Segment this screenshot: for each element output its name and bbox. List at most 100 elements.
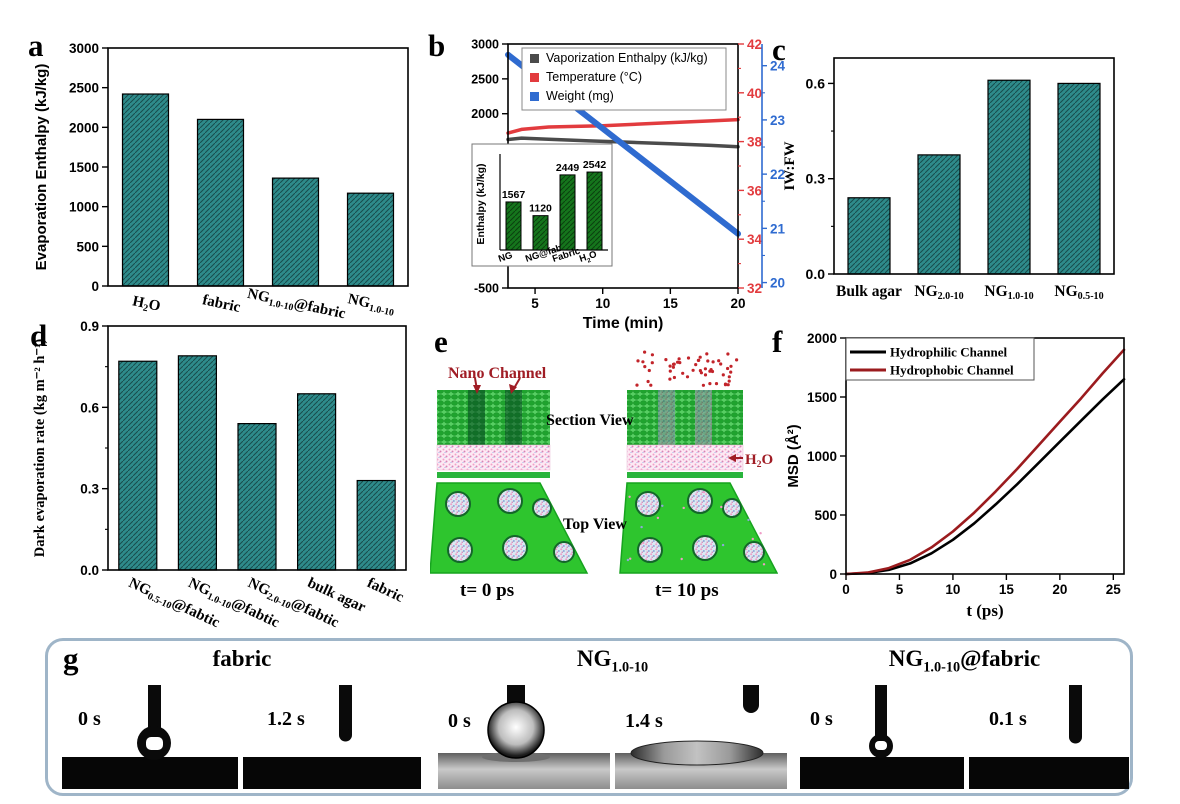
time-label: 1.4 s <box>625 710 663 732</box>
bar <box>987 79 1031 275</box>
g-section-fabric-title: fabric <box>212 646 272 671</box>
category-label: fabric <box>365 575 407 606</box>
inset-y-axis-label: Enthalpy (kJ/kg) <box>475 163 487 244</box>
bar <box>917 154 961 275</box>
panel-b-letter: b <box>428 28 446 63</box>
bar <box>196 118 245 287</box>
legend-marker <box>530 54 539 63</box>
y-tick-label: 0.3 <box>806 171 826 187</box>
x-tick-label: 10 <box>595 296 610 311</box>
y-tick-label: 2500 <box>69 81 99 96</box>
g-section-ng-fabric-title: NG1.0-10@fabric <box>888 646 1041 676</box>
contact-angle-photo-ng-1.4s: 1.4 s <box>615 685 787 789</box>
bar <box>297 393 337 571</box>
x-axis-label: t (ps) <box>966 601 1003 620</box>
category-label: Bulk agar <box>836 283 902 300</box>
x-tick-label: 15 <box>663 296 679 311</box>
inset-bar-value: 1567 <box>502 189 526 201</box>
bar <box>118 360 158 571</box>
contact-angle-photo-ng-0s: 0 s <box>438 685 610 789</box>
left-water-layer <box>436 444 551 471</box>
x-axis-label: Time (min) <box>583 315 664 332</box>
blue-tick-label: 24 <box>770 59 786 74</box>
red-tick-label: 34 <box>747 232 763 247</box>
y-tick-label: 500 <box>814 508 837 523</box>
bar <box>847 197 891 275</box>
inset-bar <box>559 174 576 251</box>
contact-angle-photo-ngfabric-0s: 0 s <box>800 685 964 789</box>
category-label: NG2.0-10 <box>914 283 963 302</box>
x-tick-label: 20 <box>1052 582 1067 597</box>
y-tick-label: 1000 <box>69 200 99 215</box>
inset-bar <box>505 201 522 251</box>
legend-label: Weight (mg) <box>546 89 614 103</box>
time-label: 0.1 s <box>989 708 1027 730</box>
blue-tick-label: 21 <box>770 221 786 236</box>
panel-c-bar-chart: 0.0 0.3 0.6 Bulk agar NG2.0-10 NG1.0-10 NG0.5-… <box>782 57 1115 302</box>
category-label: H2O <box>130 293 161 316</box>
left-channel-2 <box>505 390 522 456</box>
inset-bar <box>532 215 549 251</box>
top-view-t0-channels <box>445 488 575 563</box>
time-label: 0 s <box>810 708 833 730</box>
y-tick-label: 1500 <box>807 390 837 405</box>
y-tick-label: 1500 <box>69 160 99 175</box>
right-channel-2-water <box>695 390 712 456</box>
bar <box>271 177 320 287</box>
left-tick-label: 3000 <box>471 38 499 52</box>
right-channel-1-water <box>658 390 675 456</box>
time-label: 1.2 s <box>267 708 305 730</box>
y-tick-label: 500 <box>76 239 99 254</box>
inset-bar <box>586 171 603 251</box>
time-label: 0 s <box>448 710 471 732</box>
red-tick-label: 40 <box>747 86 762 101</box>
panel-c: c 0.0 0.3 0.6 Bulk agar NG2.0-10 NG1.0-10 NG0.… <box>760 28 1180 324</box>
series-line <box>844 348 1126 576</box>
x-tick-label: 0 <box>842 582 850 597</box>
legend-label: Hydrophobic Channel <box>890 363 1014 378</box>
contact-angle-photo-fabric-0s: 0 s <box>62 685 238 789</box>
y-tick-label: 1000 <box>807 449 837 464</box>
y-tick-label: 3000 <box>69 41 99 56</box>
x-tick-label: 25 <box>1106 582 1122 597</box>
legend-marker <box>530 73 539 82</box>
y-tick-label: 0.6 <box>80 400 99 415</box>
left-tick-label: 2000 <box>471 107 499 121</box>
panel-b-line-chart: -500050010001500200025003000323436384042… <box>471 37 786 332</box>
y-tick-label: 0.0 <box>806 266 826 282</box>
red-tick-label: 32 <box>747 281 762 296</box>
bar <box>356 479 396 571</box>
blue-tick-label: 23 <box>770 113 786 128</box>
y-tick-label: 2000 <box>807 331 837 346</box>
panel-e: e <box>430 324 778 628</box>
legend-label: Hydrophilic Channel <box>890 345 1008 360</box>
contact-angle-photo-ngfabric-0.1s: 0.1 s <box>969 685 1129 789</box>
axis-frame <box>833 57 1115 275</box>
y-tick-label: 0.0 <box>80 563 99 578</box>
h2o-arrow <box>728 454 743 462</box>
bar <box>177 355 217 571</box>
left-channel-1 <box>468 390 485 456</box>
x-tick-label: 20 <box>730 296 745 311</box>
series-line <box>844 377 1126 576</box>
red-tick-label: 38 <box>747 135 763 150</box>
x-tick-label: 5 <box>896 582 904 597</box>
legend-label: Vaporization Enthalpy (kJ/kg) <box>546 51 708 65</box>
inset-bar-value: 2542 <box>583 159 607 171</box>
nano-channel-arrows <box>473 377 521 394</box>
top-view-label: Top View <box>563 516 627 533</box>
category-label: NG0.5-10 <box>1054 283 1103 302</box>
y-tick-label: 2000 <box>69 120 99 135</box>
category-label: NG1.0-10 <box>984 283 1033 302</box>
panel-e-letter: e <box>434 324 448 359</box>
legend-box <box>845 337 1035 381</box>
panel-d-letter: d <box>30 318 48 353</box>
red-tick-label: 36 <box>747 183 763 198</box>
category-label: NG1.0-10 <box>346 291 397 319</box>
legend-label: Temperature (°C) <box>546 70 642 84</box>
right-water-layer <box>626 444 744 471</box>
category-label: NG1.0-10@fabric <box>245 286 347 320</box>
time-0ps-label: t= 0 ps <box>460 580 514 601</box>
panel-g: g fabric 0 s <box>45 638 1133 796</box>
g-section-fabric: fabric 0 s 1.2 s <box>62 641 422 793</box>
